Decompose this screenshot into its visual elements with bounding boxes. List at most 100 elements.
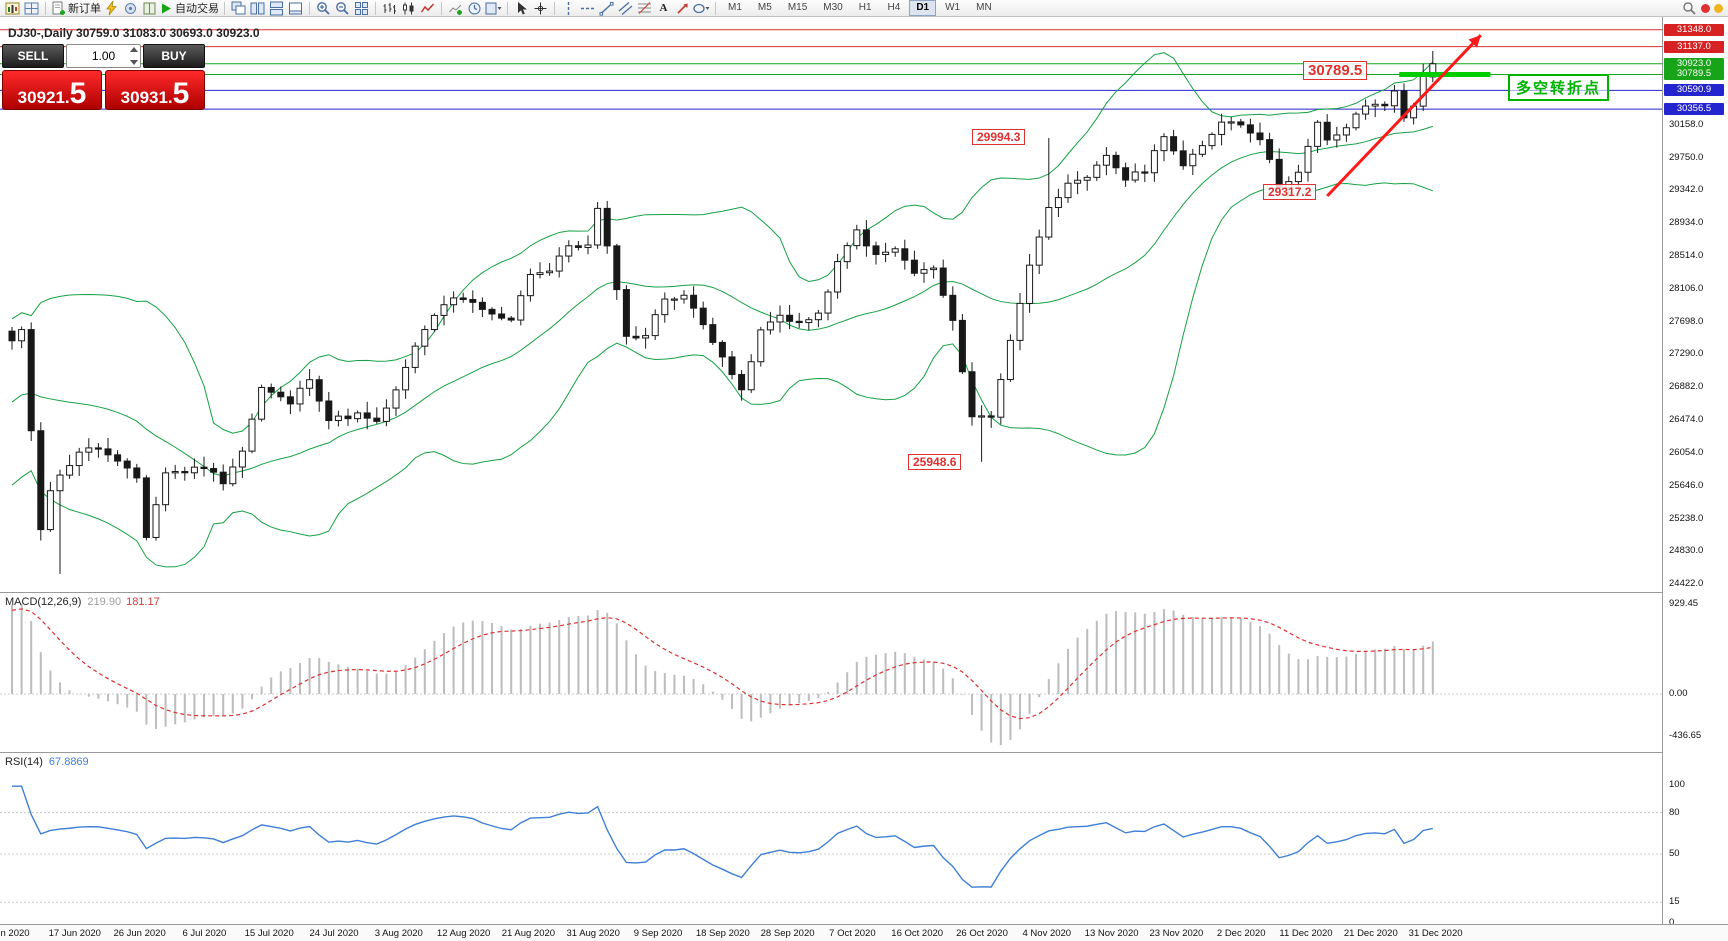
scripts-icon[interactable] — [122, 1, 139, 16]
toolbar-separator — [375, 1, 376, 15]
candlestick-chart-mode-icon[interactable] — [400, 1, 417, 16]
price-tick: 30158.0 — [1669, 118, 1704, 130]
macd-scale-tick: -436.65 — [1669, 730, 1702, 742]
indicators-icon[interactable] — [447, 1, 464, 16]
timeframe-w1[interactable]: W1 — [945, 2, 961, 13]
expert-advisors-icon[interactable] — [103, 0, 120, 16]
price-tick: 28106.0 — [1669, 283, 1704, 295]
annotation-dec-low-price[interactable]: 29317.2 — [1263, 184, 1317, 200]
rsi-panel-separator[interactable] — [0, 752, 1728, 753]
buy-price-display[interactable]: 30931. 5 — [105, 70, 205, 110]
time-axis-label: 17 Jun 2020 — [48, 928, 101, 939]
time-axis-label: 12 Aug 2020 — [436, 928, 491, 939]
tile-vertically-icon[interactable] — [249, 1, 266, 16]
profiles-icon[interactable] — [23, 1, 40, 16]
annotation-nov-high-price[interactable]: 29994.3 — [972, 129, 1026, 145]
price-tag: 30789.5 — [1664, 68, 1724, 81]
text-tool-icon[interactable]: A — [659, 2, 668, 14]
time-axis-label: 28 Sep 2020 — [760, 928, 815, 939]
price-tick: 29750.0 — [1669, 151, 1704, 163]
templates-icon[interactable] — [485, 1, 502, 16]
price-tick: 28934.0 — [1669, 216, 1704, 228]
toolbar-separator — [441, 1, 442, 15]
notification-icon-red[interactable] — [1701, 3, 1710, 13]
tile-horizontally-icon[interactable] — [268, 1, 285, 16]
price-tag: 30590.9 — [1664, 84, 1724, 97]
time-axis-label: 2 Dec 2020 — [1216, 928, 1266, 939]
chart-title: DJ30-,Daily 30759.0 31083.0 30693.0 3092… — [8, 26, 260, 40]
time-axis-label: 23 Nov 2020 — [1149, 928, 1204, 939]
time-axis-label: 21 Aug 2020 — [501, 928, 556, 939]
macd-signal-value: 181.17 — [126, 596, 160, 608]
search-icon[interactable] — [1681, 1, 1698, 16]
new-order-button[interactable]: 新订单 — [51, 1, 101, 16]
macd-panel-separator[interactable] — [0, 592, 1728, 593]
notification-icon-yellow[interactable] — [1714, 3, 1723, 13]
toolbar-separator — [554, 1, 555, 15]
arrow-tool-icon[interactable] — [674, 1, 691, 16]
rsi-scale-tick: 15 — [1669, 896, 1680, 908]
time-axis[interactable]: Jun 2020 17 Jun 2020 26 Jun 2020 6 Jul 2020… — [0, 924, 1728, 941]
buy-button[interactable]: BUY — [143, 44, 205, 68]
fibonacci-tool-icon[interactable] — [636, 1, 653, 16]
volume-up-icon[interactable] — [130, 47, 138, 52]
trendline-tool-icon[interactable] — [598, 1, 615, 16]
toolbar-separator — [45, 1, 46, 15]
chart-canvas[interactable] — [0, 17, 1662, 924]
arrange-windows-icon[interactable] — [287, 1, 304, 16]
time-axis-label: 21 Dec 2020 — [1343, 928, 1398, 939]
volume-down-icon[interactable] — [130, 60, 138, 65]
volume-spinner — [130, 47, 138, 65]
time-axis-label: 31 Dec 2020 — [1408, 928, 1463, 939]
price-tag: 30923.0 — [1664, 57, 1724, 70]
timeframe-m15[interactable]: M15 — [787, 2, 808, 13]
macd-name: MACD(12,26,9) — [5, 596, 82, 608]
zoom-out-icon[interactable] — [334, 1, 351, 16]
annotation-turning-point[interactable]: 多空转折点 — [1508, 74, 1610, 101]
price-scale[interactable]: 30158.0 29750.0 29342.0 28934.0 28514.0 28106… — [1662, 17, 1728, 928]
timeframe-h1[interactable]: H1 — [858, 2, 872, 13]
timeframe-mn[interactable]: MN — [976, 2, 992, 13]
cascade-windows-icon[interactable] — [230, 1, 247, 16]
time-axis-label: 31 Aug 2020 — [566, 928, 620, 939]
sell-button[interactable]: SELL — [2, 44, 64, 68]
bar-chart-mode-icon[interactable] — [381, 1, 398, 16]
timeframe-m5[interactable]: M5 — [757, 2, 772, 13]
time-axis-label: 15 Jul 2020 — [244, 928, 294, 939]
horizontal-line-tool-icon[interactable] — [579, 1, 596, 16]
auto-trading-play-icon — [162, 3, 171, 13]
tile-charts-icon[interactable] — [353, 1, 370, 16]
rsi-scale-tick: 80 — [1669, 806, 1680, 818]
auto-trading-button[interactable]: 自动交易 — [160, 1, 219, 16]
line-chart-mode-icon[interactable] — [419, 1, 436, 16]
vertical-line-tool-icon[interactable] — [560, 1, 577, 16]
new-order-label: 新订单 — [68, 3, 101, 15]
zoom-in-icon[interactable] — [315, 1, 332, 16]
toolbar: 新订单 自动交易 A — [0, 0, 1728, 17]
new-order-icon — [52, 1, 65, 15]
volume-input[interactable] — [67, 45, 140, 67]
rsi-scale-tick: 50 — [1669, 848, 1680, 859]
price-tick: 26882.0 — [1669, 381, 1704, 393]
timeframe-d1[interactable]: D1 — [909, 0, 937, 16]
annotation-resistance-price[interactable]: 30789.5 — [1303, 61, 1368, 80]
timeframe-m30[interactable]: M30 — [823, 2, 843, 13]
macd-label: MACD(12,26,9) 219.90 181.17 — [5, 596, 160, 608]
crosshair-icon[interactable] — [532, 1, 549, 16]
annotation-oct-low-price[interactable]: 25948.6 — [908, 454, 962, 470]
timeframe-h4[interactable]: H4 — [887, 2, 901, 13]
new-chart-icon[interactable] — [4, 1, 21, 16]
time-axis-label: Jun 2020 — [0, 928, 30, 939]
price-tick: 27290.0 — [1669, 348, 1704, 360]
timeframe-m1[interactable]: M1 — [728, 2, 742, 13]
periods-icon[interactable] — [466, 1, 483, 16]
cursor-icon[interactable] — [513, 1, 530, 16]
price-tick: 25646.0 — [1669, 479, 1704, 491]
time-axis-label: 9 Sep 2020 — [633, 928, 683, 939]
shapes-tool-icon[interactable] — [693, 1, 710, 16]
rsi-label: RSI(14) 67.8869 — [5, 756, 89, 768]
channel-tool-icon[interactable] — [617, 1, 634, 16]
time-axis-label: 13 Nov 2020 — [1084, 928, 1139, 939]
sell-price-display[interactable]: 30921. 5 — [2, 70, 102, 110]
history-center-icon[interactable] — [141, 1, 158, 16]
